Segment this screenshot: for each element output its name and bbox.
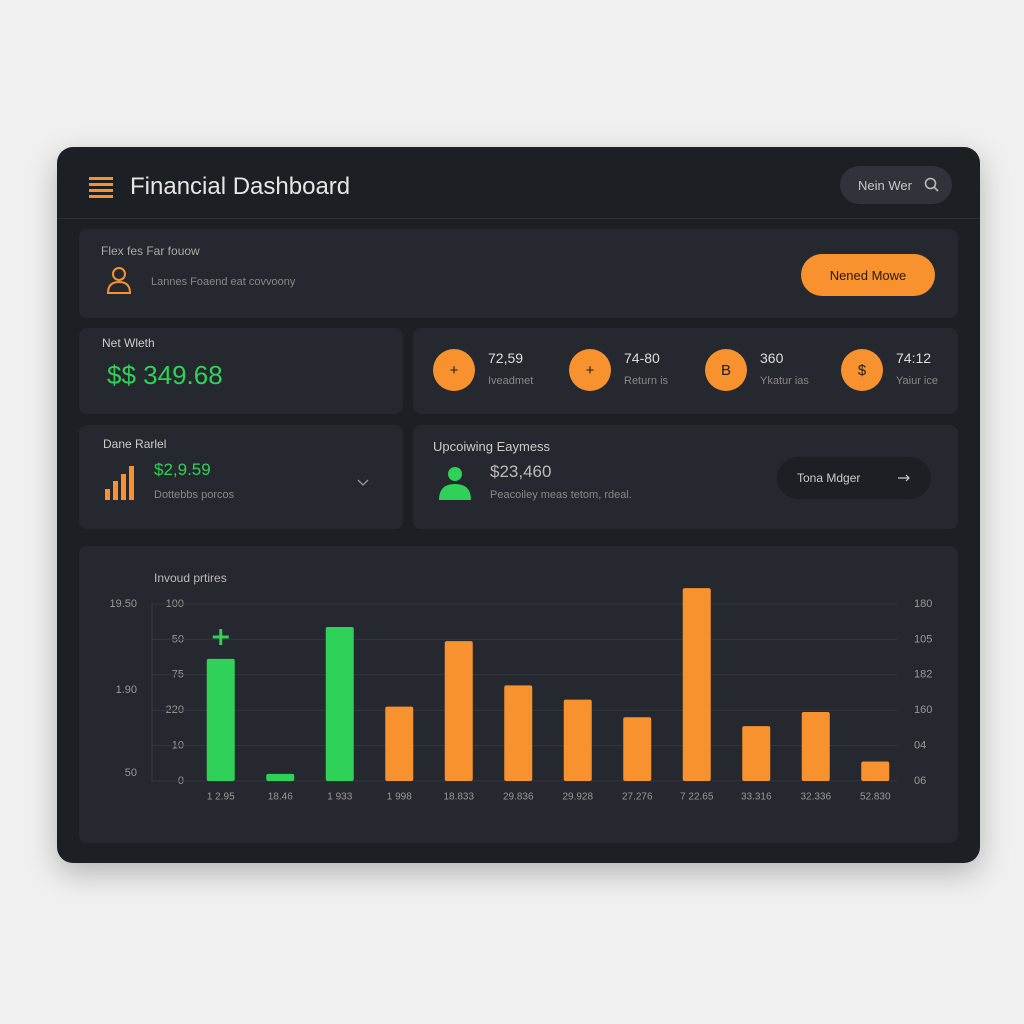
banner-button[interactable]: Nened Mowe	[801, 254, 935, 296]
outer-label: 1.90	[116, 684, 137, 696]
upcoming-label: Upcoiwing Eaymess	[433, 439, 551, 454]
dashboard-card: Financial Dashboard Nein Wer Flex fes Fa…	[57, 147, 980, 863]
upcoming-subtext: Peacoiley meas tetom, rdeal.	[490, 489, 632, 501]
search-text: Nein Wer	[858, 178, 912, 193]
x-tick-label: 7 22.65	[680, 792, 714, 803]
stat-value: 74:12	[896, 350, 932, 366]
stat-label: Ykatur ias	[760, 375, 809, 387]
bar	[563, 699, 592, 781]
budget-label: Dane Rarlel	[103, 437, 167, 451]
y2-tick-label: 06	[914, 775, 926, 787]
bar	[861, 761, 890, 781]
user-icon	[106, 267, 132, 294]
bar	[742, 726, 771, 781]
x-tick-label: 29.836	[503, 792, 534, 803]
search-icon	[924, 177, 939, 192]
person-icon	[439, 467, 471, 500]
x-tick-label: 18.833	[443, 792, 474, 803]
y2-tick-label: 105	[914, 633, 932, 645]
search-box[interactable]: Nein Wer	[840, 166, 952, 204]
stat-label: Yaiur ice	[896, 375, 938, 387]
menu-icon[interactable]	[89, 177, 113, 199]
x-tick-label: 33.316	[741, 792, 772, 803]
outer-label: 19.50	[109, 598, 137, 610]
upcoming-panel: Upcoiwing Eaymess $23,460 Peacoiley meas…	[413, 425, 958, 529]
y2-tick-label: 160	[914, 704, 932, 716]
x-tick-label: 52.830	[860, 792, 891, 803]
banner-heading: Flex fes Far fouow	[101, 244, 200, 258]
x-tick-label: 29.928	[562, 792, 593, 803]
chart: Invoud prtires 1005075220100180105182160…	[109, 571, 932, 803]
x-tick-label: 32.336	[800, 792, 831, 803]
stat-value: 72,59	[488, 350, 524, 366]
upcoming-button-text: Tona Mdger	[797, 471, 861, 485]
budget-value: $2,9.59	[154, 460, 211, 479]
net-worth-value: $$ 349.68	[107, 360, 223, 390]
x-tick-label: 27.276	[622, 792, 653, 803]
banner-subtext: Lannes Foaend eat covvoony	[151, 276, 296, 288]
stat-value: 74-80	[624, 350, 660, 366]
stat-value: 360	[760, 350, 784, 366]
arrow-icon	[898, 474, 910, 482]
budget-panel: Dane Rarlel $2,9.59 Dottebbs porcos	[79, 425, 403, 529]
stat-icon: +	[569, 349, 611, 391]
chart-title: Invoud prtires	[154, 571, 227, 585]
chevron[interactable]	[357, 479, 369, 487]
x-tick-label: 18.46	[268, 792, 293, 803]
bar	[325, 627, 354, 781]
x-tick-label: 1 998	[387, 792, 412, 803]
budget-subtext: Dottebbs porcos	[154, 489, 235, 501]
chart-panel: Invoud prtires 100 50 75 220 10 0 180 105 182 160…	[79, 546, 958, 843]
upcoming-button[interactable]: Tona Mdger	[777, 457, 931, 499]
stat-icon: +	[433, 349, 475, 391]
bar	[801, 711, 830, 781]
y2-tick-label: 04	[914, 740, 926, 752]
bar	[206, 658, 235, 781]
net-worth-label: Net Wleth	[102, 336, 155, 350]
bar	[504, 685, 533, 781]
x-tick-label: 1 2.95	[207, 792, 235, 803]
outer-label: 50	[125, 767, 137, 779]
stat-label: Iveadmet	[488, 375, 534, 387]
banner: Flex fes Far fouow Lannes Foaend eat cov…	[79, 229, 958, 318]
stat-icon: B	[705, 349, 747, 391]
y2-tick-label: 182	[914, 669, 932, 681]
stat-icon: $	[841, 349, 883, 391]
bar	[682, 588, 711, 781]
header-title: Financial Dashboard	[130, 173, 351, 200]
bar	[385, 706, 414, 781]
bars-icon	[105, 466, 134, 500]
x-tick-label: 1 933	[327, 792, 352, 803]
bar	[444, 641, 473, 781]
y2-tick-label: 180	[914, 598, 932, 610]
net-worth-panel: Net Wleth $$ 349.68	[79, 328, 403, 414]
bar	[623, 717, 652, 781]
stats-panel: +72,59 Iveadmet +74-80 Return is B 360 Ykatur …	[413, 328, 958, 414]
bar	[266, 773, 295, 781]
upcoming-value: $23,460	[490, 462, 552, 481]
plus-marker	[212, 629, 229, 645]
stat-label: Return is	[624, 375, 669, 387]
